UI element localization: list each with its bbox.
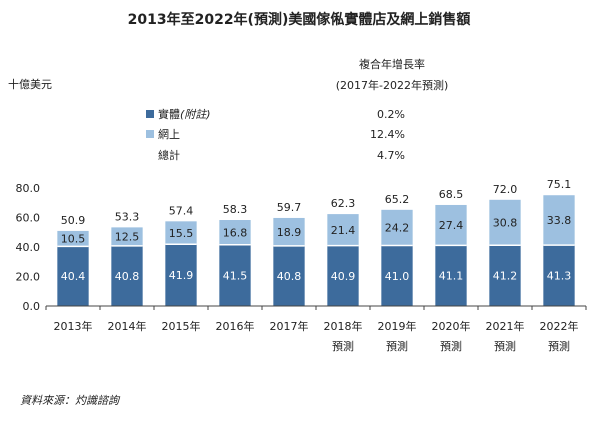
bar-segment-physical — [273, 245, 305, 306]
legend-label: 總計 — [158, 148, 180, 162]
data-label-physical: 40.4 — [61, 270, 86, 283]
bar-segment-online — [489, 199, 521, 246]
bar-segment-online — [273, 217, 305, 246]
y-axis: 0.0 20.0 40.0 60.0 80.0 — [16, 182, 41, 313]
data-label-physical: 41.5 — [223, 269, 248, 282]
y-tick-label: 60.0 — [16, 212, 41, 225]
bar-segment-physical — [219, 244, 251, 306]
legend-cagr-value: 12.4% — [370, 128, 405, 141]
bar-segment-online — [57, 230, 89, 247]
bar-segment-physical — [327, 245, 359, 306]
data-label-online: 27.4 — [439, 219, 464, 232]
bar-segment-physical — [489, 245, 521, 306]
data-label-physical: 40.8 — [115, 270, 140, 283]
bar-segment-online — [111, 227, 143, 246]
y-tick-label: 40.0 — [16, 241, 41, 254]
data-label-total: 72.0 — [493, 183, 518, 196]
bar-segment-online — [165, 221, 197, 245]
data-label-online: 15.5 — [169, 227, 194, 240]
x-tick-label: 2017年 — [270, 319, 309, 333]
data-label-online: 10.5 — [61, 233, 86, 246]
bar-segment-online — [327, 214, 359, 246]
data-label-online: 18.9 — [277, 226, 302, 239]
chart-title: 2013年至2022年(預測)美國傢俬實體店及網上銷售額 — [128, 11, 471, 28]
data-label-total: 68.5 — [439, 188, 464, 201]
x-tick-label: 2015年 — [162, 319, 201, 333]
data-label-physical: 40.9 — [331, 270, 356, 283]
data-label-total: 53.3 — [115, 210, 140, 223]
x-tick-label-forecast: 預測 — [386, 339, 408, 353]
data-label-total: 59.7 — [277, 201, 302, 214]
x-tick-label: 2021年 — [486, 319, 525, 333]
source-note: 資料來源：灼識諮詢 — [20, 394, 121, 407]
y-axis-unit-label: 十億美元 — [8, 77, 52, 91]
data-label-online: 16.8 — [223, 226, 248, 239]
cagr-header-line-1: 複合年增長率 — [359, 57, 425, 71]
x-tick-label: 2013年 — [54, 319, 93, 333]
data-label-physical: 41.2 — [493, 270, 518, 283]
y-tick-label: 20.0 — [16, 271, 41, 284]
data-label-total: 58.3 — [223, 203, 248, 216]
bar-segment-online — [435, 204, 467, 246]
bar-segment-physical — [381, 245, 413, 306]
bar-segment-online — [543, 195, 575, 246]
legend-label: 網上 — [158, 127, 180, 141]
x-tick-label: 2022年 — [540, 319, 579, 333]
data-label-online: 21.4 — [331, 224, 356, 237]
data-label-total: 62.3 — [331, 197, 356, 210]
x-tick-label-forecast: 預測 — [494, 339, 516, 353]
data-label-online: 24.2 — [385, 222, 410, 235]
legend-swatch-online — [146, 130, 154, 138]
x-tick-label: 2014年 — [108, 319, 147, 333]
data-label-physical: 41.1 — [439, 270, 464, 283]
cagr-header-line-2: (2017年-2022年預測) — [336, 78, 449, 92]
bar-segment-online — [219, 220, 251, 245]
x-tick-label: 2020年 — [432, 319, 471, 333]
data-label-online: 12.5 — [115, 231, 140, 244]
legend-label: 實體(附註) — [158, 107, 211, 121]
legend-cagr-value: 0.2% — [377, 108, 405, 121]
bars-group: 40.4 10.5 50.9 40.8 12.5 53.3 41.9 15.5 57.4 41.5… — [57, 178, 575, 306]
bar-segment-online — [381, 209, 413, 246]
bar-segment-physical — [111, 245, 143, 306]
data-label-total: 57.4 — [169, 204, 194, 217]
x-tick-label: 2019年 — [378, 319, 417, 333]
data-label-physical: 41.0 — [385, 270, 410, 283]
bar-segment-physical — [543, 245, 575, 306]
x-tick-label-forecast: 預測 — [548, 339, 570, 353]
x-tick-label-forecast: 預測 — [440, 339, 462, 353]
legend-note: (附註) — [180, 108, 211, 121]
data-label-physical: 41.3 — [547, 270, 572, 283]
x-tick-label: 2016年 — [216, 319, 255, 333]
legend-cagr-value: 4.7% — [377, 149, 405, 162]
data-label-online: 30.8 — [493, 217, 518, 230]
legend: 實體(附註) 0.2% 網上 12.4% 總計 4.7% — [146, 107, 405, 162]
legend-swatch-physical — [146, 110, 154, 118]
bar-segment-physical — [435, 245, 467, 306]
data-label-total: 75.1 — [547, 178, 572, 191]
y-tick-label: 0.0 — [23, 300, 41, 313]
data-label-physical: 40.8 — [277, 270, 302, 283]
y-tick-label: 80.0 — [16, 182, 41, 195]
data-label-total: 50.9 — [61, 214, 86, 227]
data-label-total: 65.2 — [385, 193, 410, 206]
x-tick-label-forecast: 預測 — [332, 339, 354, 353]
data-label-online: 33.8 — [547, 214, 572, 227]
bar-segment-physical — [57, 246, 89, 306]
x-tick-label: 2018年 — [324, 319, 363, 333]
bar-segment-physical — [165, 244, 197, 306]
data-label-physical: 41.9 — [169, 269, 194, 282]
